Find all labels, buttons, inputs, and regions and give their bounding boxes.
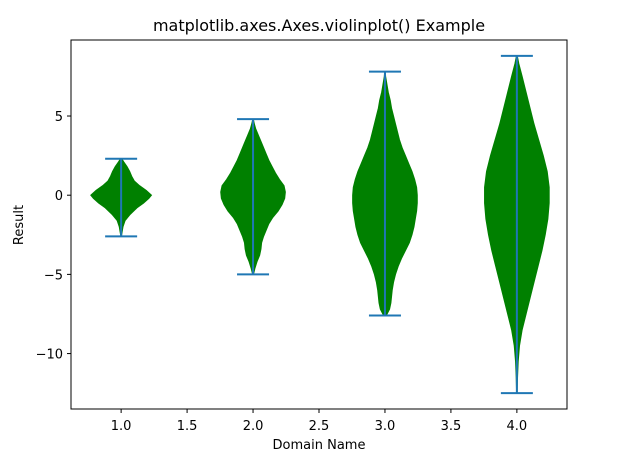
x-axis-label: Domain Name (273, 438, 366, 453)
y-tick-label: 0 (55, 189, 63, 204)
x-tick-label: 1.0 (111, 419, 132, 434)
y-tick-label: 5 (55, 110, 63, 125)
x-tick-label: 2.5 (309, 419, 330, 434)
y-tick-label: −10 (36, 348, 63, 363)
violin-extrema-lines (105, 54, 533, 395)
y-tick-label: −5 (44, 268, 63, 283)
x-axis-ticks: 1.0 1.5 2.0 2.5 3.0 3.5 4.0 (111, 409, 527, 434)
x-tick-label: 1.5 (177, 419, 198, 434)
x-tick-label: 4.0 (507, 419, 528, 434)
x-tick-label: 2.0 (243, 419, 264, 434)
chart-title: matplotlib.axes.Axes.violinplot() Exampl… (153, 16, 485, 35)
x-tick-label: 3.0 (375, 419, 396, 434)
y-axis-ticks: −10 −5 0 5 (36, 110, 71, 363)
y-axis-label: Result (12, 205, 27, 245)
x-tick-label: 3.5 (441, 419, 462, 434)
